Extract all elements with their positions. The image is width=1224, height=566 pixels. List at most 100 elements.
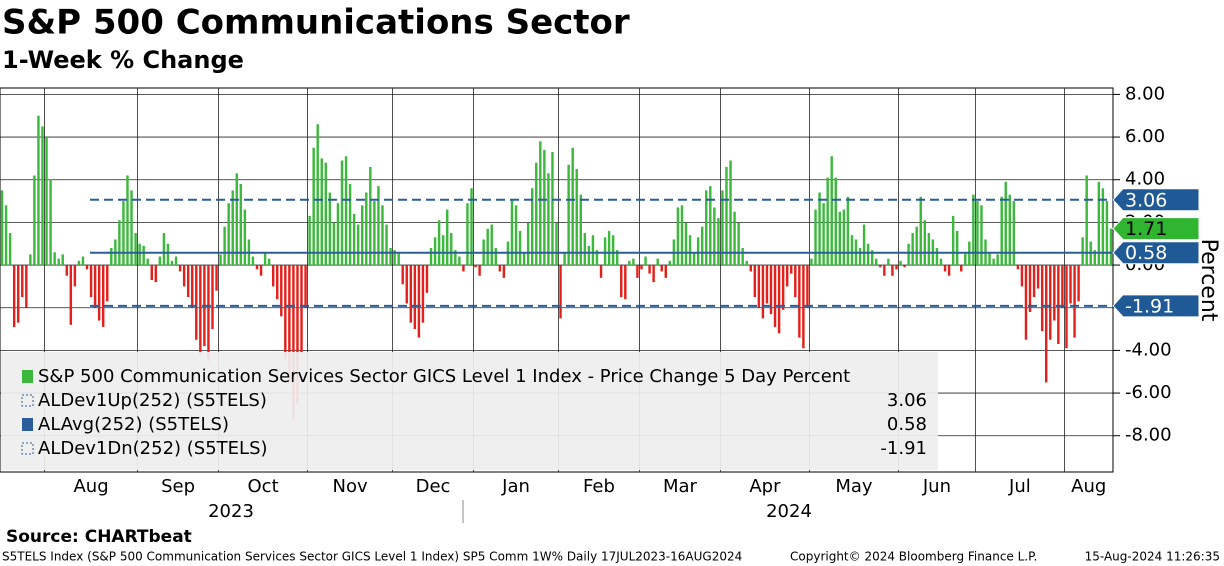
source: Source: CHARTbeat: [6, 527, 192, 547]
bar: [41, 126, 44, 266]
bar: [543, 149, 546, 266]
bar: [433, 237, 437, 266]
x-tick-label: Jan: [501, 476, 530, 497]
bar: [680, 205, 684, 266]
bar: [567, 164, 570, 266]
bar: [158, 256, 162, 266]
bar: [899, 260, 902, 266]
last-value-tag-text: 1.71: [1125, 218, 1167, 240]
bar: [729, 160, 732, 266]
bar: [336, 203, 340, 266]
bar: [466, 203, 469, 266]
bar: [389, 248, 392, 266]
bar: [539, 141, 542, 266]
bar: [947, 265, 951, 276]
y-tick-label: 8.00: [1125, 83, 1165, 104]
y-tick-label: -6.00: [1125, 382, 1172, 403]
bar: [814, 209, 817, 266]
bar: [721, 190, 724, 266]
bar: [45, 137, 48, 266]
legend-value: -1.91: [880, 438, 927, 459]
bar: [700, 226, 704, 266]
legend-label: ALDev1Up(252) (S5TELS): [38, 390, 267, 411]
bar: [514, 205, 518, 266]
footer-left: S5TELS Index (S&P 500 Communication Serv…: [2, 550, 742, 564]
bar: [454, 250, 457, 266]
bar: [887, 258, 890, 266]
legend-swatch: [22, 370, 33, 383]
bar: [33, 175, 36, 266]
bar: [632, 258, 635, 266]
bar: [304, 265, 307, 308]
bar: [785, 265, 789, 287]
bar: [478, 265, 481, 276]
bar: [89, 265, 93, 298]
legend-value: 3.06: [887, 390, 927, 411]
bar: [77, 260, 81, 266]
bar: [369, 166, 372, 266]
bar: [980, 205, 983, 266]
bar: [575, 169, 578, 266]
bar: [134, 233, 137, 266]
legend-swatch: [21, 442, 34, 455]
x-tick-label: Feb: [583, 476, 615, 497]
bar: [0, 190, 4, 266]
bar: [223, 226, 226, 266]
bar: [761, 265, 765, 319]
x-tick-label: Dec: [416, 476, 451, 497]
bar: [255, 265, 259, 270]
bar: [535, 162, 538, 266]
bar: [1101, 188, 1105, 266]
bar: [243, 209, 247, 266]
bar: [522, 252, 526, 266]
bar: [259, 265, 263, 276]
bar: [652, 265, 655, 283]
bar: [470, 188, 473, 266]
bar: [591, 235, 595, 266]
chart-subtitle: 1-Week % Change: [2, 46, 244, 74]
bar: [1040, 265, 1044, 332]
bar: [518, 230, 522, 266]
y-tick-label: -4.00: [1125, 339, 1172, 360]
bar: [462, 265, 465, 272]
bar: [1004, 181, 1007, 266]
bar: [1020, 265, 1024, 287]
bar: [919, 196, 922, 266]
chart-title: S&P 500 Communications Sector: [2, 3, 630, 43]
bar: [717, 218, 720, 266]
bar: [356, 224, 360, 266]
bar: [1016, 265, 1020, 270]
bar: [61, 254, 64, 266]
bar: [280, 265, 283, 317]
bar: [65, 265, 68, 276]
bar: [1065, 265, 1068, 349]
bar: [1069, 265, 1072, 304]
legend-value: 0.58: [887, 414, 927, 435]
bar: [174, 256, 178, 266]
bar: [583, 233, 587, 266]
bar: [850, 235, 854, 266]
bar: [4, 205, 8, 266]
bar: [988, 252, 991, 266]
bar: [737, 222, 740, 266]
bar: [923, 220, 927, 266]
bar: [620, 265, 623, 298]
bar: [69, 265, 73, 325]
bar: [927, 233, 931, 266]
bar: [972, 194, 975, 266]
bar: [1000, 196, 1003, 266]
bar: [271, 265, 275, 287]
bar: [798, 265, 801, 338]
bar: [996, 254, 999, 266]
legend-label: ALAvg(252) (S5TELS): [38, 414, 229, 435]
bar: [648, 265, 651, 274]
bar: [199, 265, 202, 355]
bar: [862, 224, 866, 266]
bar: [753, 265, 757, 298]
bar: [324, 162, 328, 266]
bar: [636, 265, 639, 278]
bar: [951, 216, 955, 266]
bar: [1109, 228, 1113, 266]
bar: [502, 265, 506, 278]
bar: [352, 213, 356, 266]
